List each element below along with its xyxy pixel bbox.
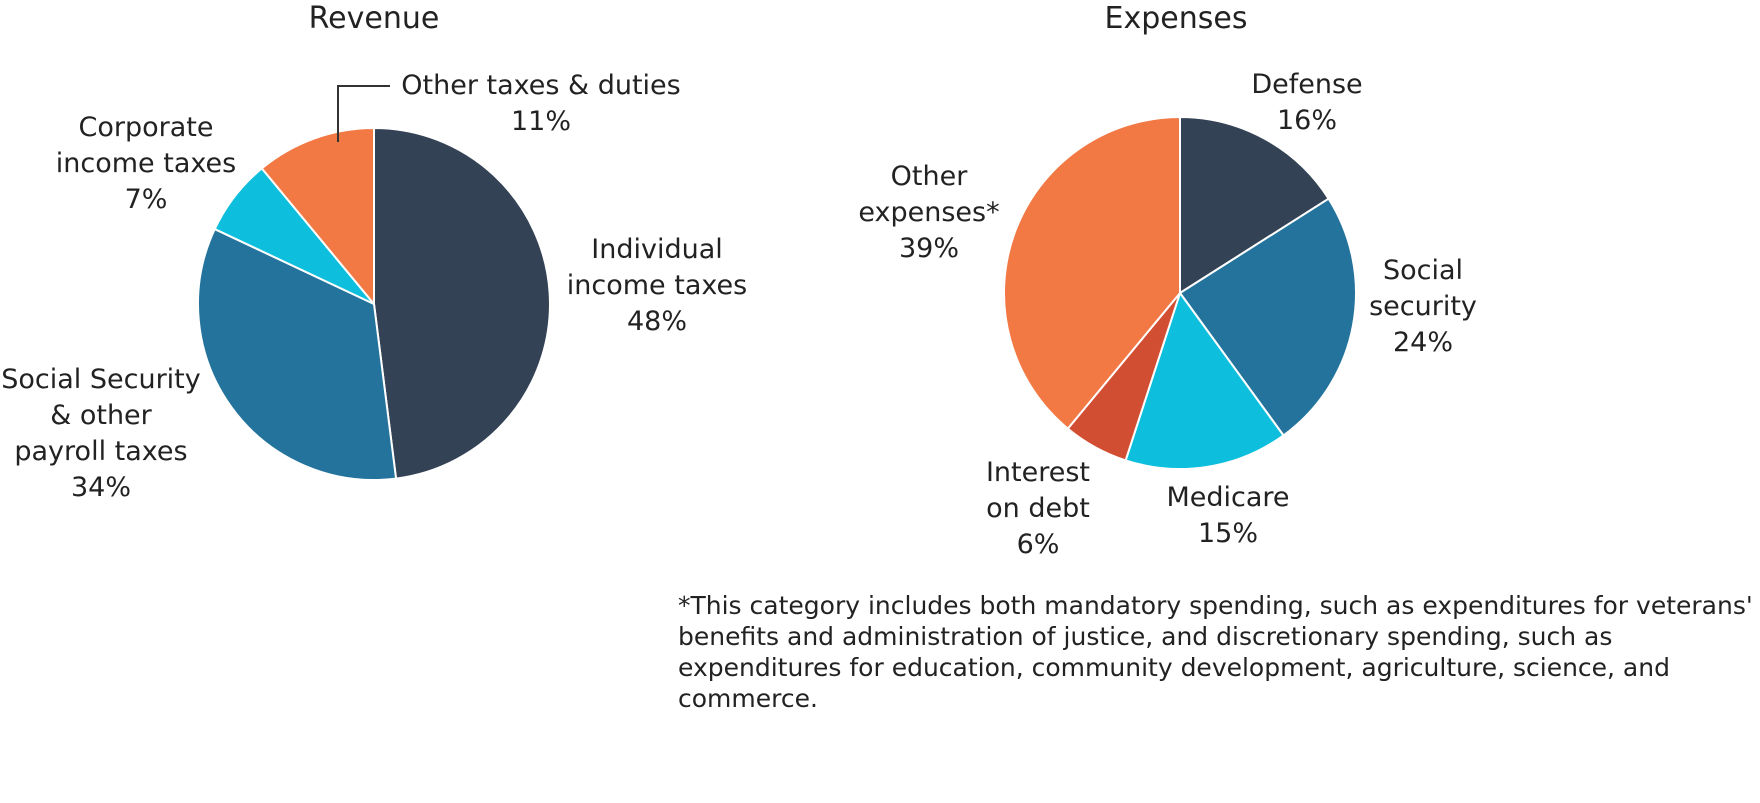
expenses-label-social-security: Social security 24%: [1369, 255, 1477, 358]
revenue-label-individual-income-taxes: Individual income taxes 48%: [567, 234, 747, 337]
slice-label-line: Individual: [591, 234, 723, 265]
revenue-labels: Individual income taxes 48% Social Security…: [1, 70, 747, 503]
revenue-slice-individual-income-taxes: [373, 127, 551, 480]
slice-percent: 7%: [125, 184, 168, 215]
expenses-title: Expenses: [1105, 1, 1248, 36]
slice-label-line: Social: [1383, 255, 1463, 286]
slice-label-line: income taxes: [56, 148, 236, 179]
revenue-pie-chart: Revenue Individual income taxes 48% Social …: [1, 1, 747, 503]
slice-percent: 11%: [511, 106, 571, 137]
other-taxes-leader-line: [337, 85, 390, 142]
expenses-pie-chart: Expenses Defense 16% Social security 24% Medi…: [858, 1, 1477, 560]
footnote: *This category includes both mandatory s…: [678, 591, 1753, 713]
revenue-label-other-taxes-duties: Other taxes & duties 11%: [401, 70, 680, 137]
slice-label-line: payroll taxes: [14, 436, 187, 467]
slice-percent: 39%: [899, 233, 959, 264]
expenses-slice-medicare: [1124, 292, 1285, 470]
slice-label-line: & other: [50, 400, 152, 431]
slice-label-line: Social Security: [1, 364, 201, 395]
expenses-label-medicare: Medicare 15%: [1166, 482, 1289, 549]
slice-label-line: Medicare: [1166, 482, 1289, 513]
expenses-label-other-expenses: Other expenses* 39%: [858, 161, 999, 264]
slice-label-line: Other: [891, 161, 969, 192]
expenses-label-defense: Defense 16%: [1251, 69, 1362, 136]
slice-label-line: Interest: [986, 457, 1090, 488]
slice-label-line: on debt: [986, 493, 1090, 524]
slice-label-line: Other taxes & duties: [401, 70, 680, 101]
slice-label-line: security: [1369, 291, 1477, 322]
revenue-label-corporate-income-taxes: Corporate income taxes 7%: [56, 112, 236, 215]
revenue-label-social-security-other-payroll-taxes: Social Security & other payroll taxes 34%: [1, 364, 201, 503]
expenses-slice-other-expenses: [1003, 116, 1181, 430]
slice-percent: 48%: [627, 306, 687, 337]
expenses-slice-social-security: [1179, 197, 1357, 437]
slice-percent: 15%: [1198, 518, 1258, 549]
slice-percent: 6%: [1017, 529, 1060, 560]
revenue-title: Revenue: [309, 1, 440, 36]
slice-label-line: Corporate: [79, 112, 214, 143]
slice-percent: 16%: [1277, 105, 1337, 136]
slice-percent: 24%: [1393, 327, 1453, 358]
slice-percent: 34%: [71, 472, 131, 503]
slice-label-line: Defense: [1251, 69, 1362, 100]
revenue-slice-other-taxes-duties: [260, 127, 375, 305]
revenue-slices: [197, 127, 551, 481]
slice-label-line: expenses*: [858, 197, 999, 228]
expenses-slices: [1003, 116, 1357, 470]
expenses-slice-defense: [1179, 116, 1330, 294]
expenses-label-interest-on-debt: Interest on debt 6%: [986, 457, 1090, 560]
expenses-labels: Defense 16% Social security 24% Medicare 15% In…: [858, 69, 1477, 560]
slice-label-line: income taxes: [567, 270, 747, 301]
